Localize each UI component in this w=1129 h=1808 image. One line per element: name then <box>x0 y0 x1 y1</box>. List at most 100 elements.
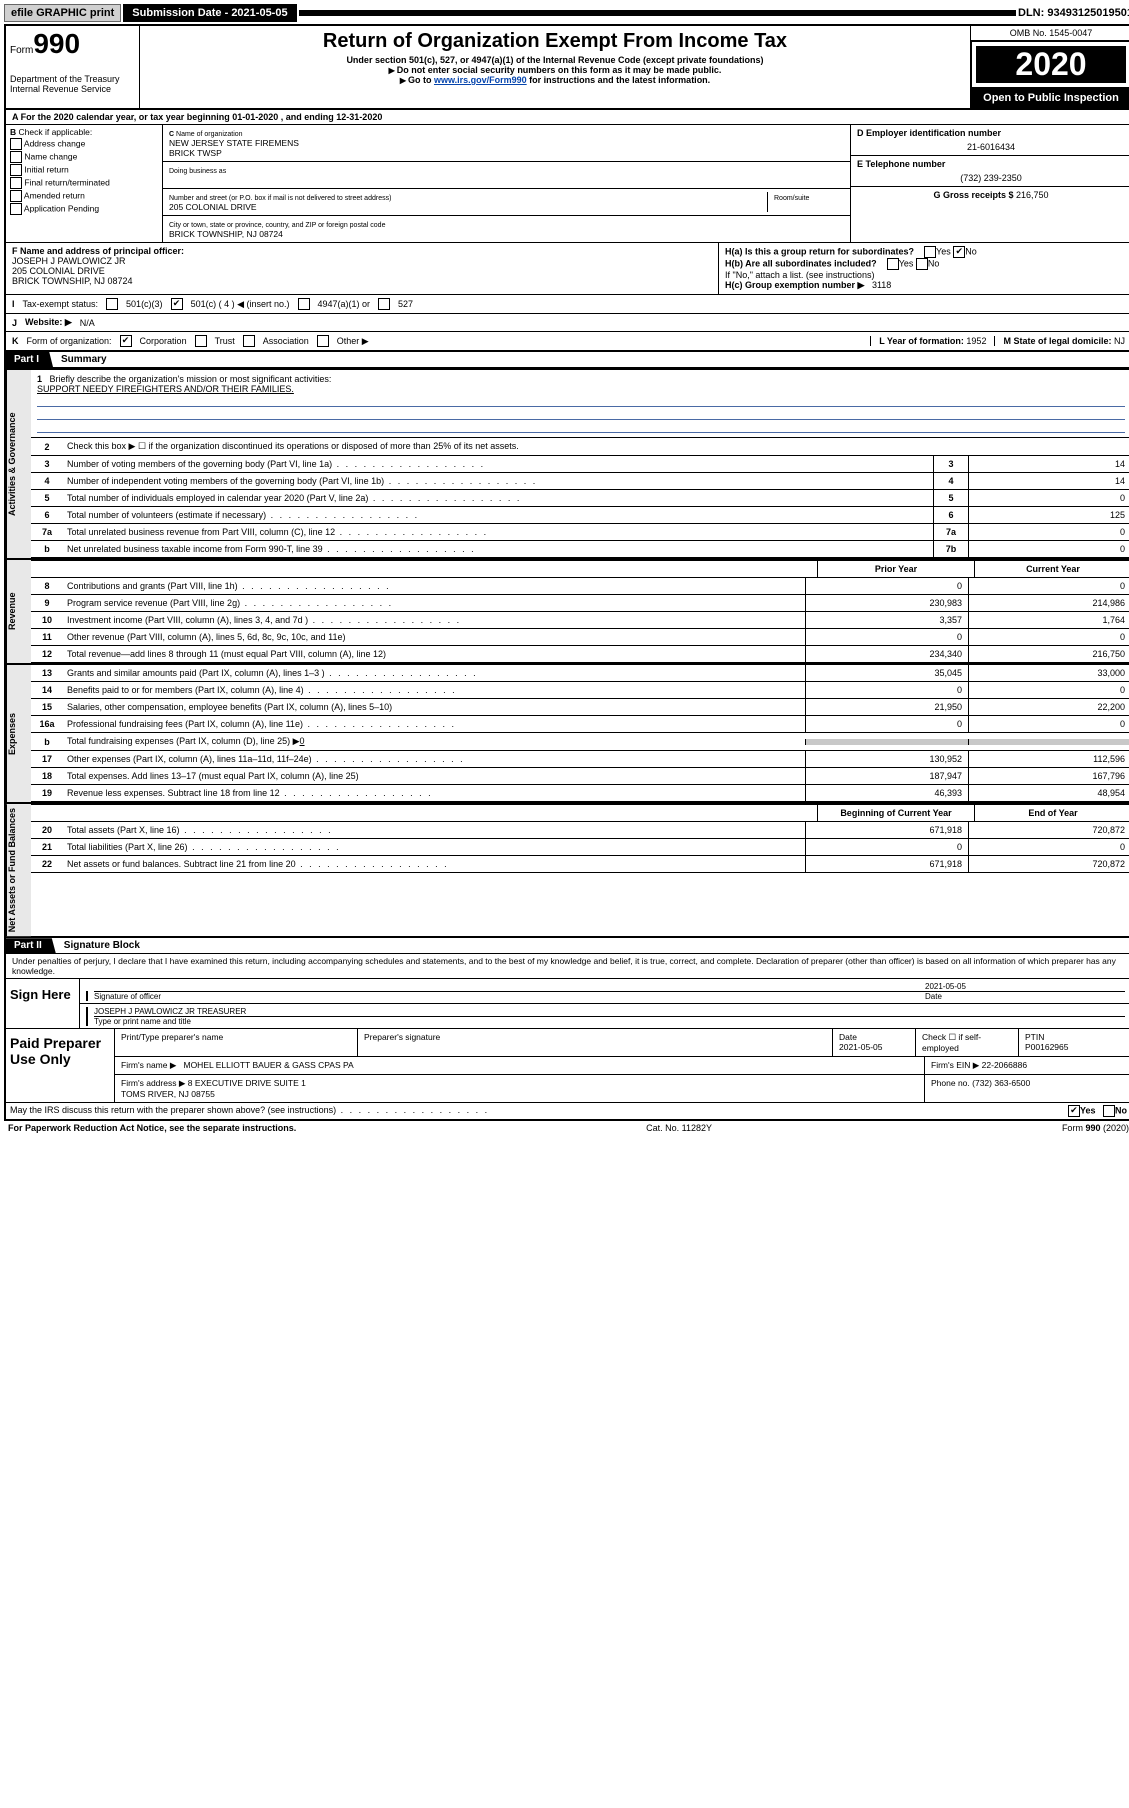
part-ii-tab: Part II <box>6 938 56 953</box>
hb-yes-check[interactable] <box>887 258 899 270</box>
ptin: P00162965 <box>1025 1042 1069 1052</box>
paid-preparer-row: Paid Preparer Use Only Print/Type prepar… <box>6 1029 1129 1102</box>
p19: 46,393 <box>805 785 968 801</box>
check-4947[interactable] <box>298 298 310 310</box>
form-title: Return of Organization Exempt From Incom… <box>146 30 964 53</box>
vtab-governance: Activities & Governance <box>6 370 31 558</box>
state-domicile: NJ <box>1114 336 1125 346</box>
open-public: Open to Public Inspection <box>971 88 1129 108</box>
netassets-section: Net Assets or Fund Balances Beginning of… <box>6 802 1129 936</box>
subtitle-1: Under section 501(c), 527, or 4947(a)(1)… <box>146 55 964 65</box>
val-7b: 0 <box>968 541 1129 557</box>
p17: 130,952 <box>805 751 968 767</box>
row-a-taxyear: A For the 2020 calendar year, or tax yea… <box>6 110 1129 125</box>
vtab-expenses: Expenses <box>6 665 31 802</box>
phone-value: (732) 239-2350 <box>857 169 1125 183</box>
street-address: 205 COLONIAL DRIVE <box>169 202 257 212</box>
check-other[interactable] <box>317 335 329 347</box>
dln-text: DLN: 93493125019501 <box>1018 7 1129 19</box>
check-corp[interactable]: ✔ <box>120 335 132 347</box>
check-501c3[interactable] <box>106 298 118 310</box>
ha-no-check[interactable]: ✔ <box>953 246 965 258</box>
prior-year-header: Prior Year <box>817 561 974 577</box>
firm-name: MOHEL ELLIOTT BAUER & GASS CPAS PA <box>183 1060 353 1070</box>
p20: 671,918 <box>805 822 968 838</box>
end-year-header: End of Year <box>974 805 1129 821</box>
penalty-statement: Under penalties of perjury, I declare th… <box>6 954 1129 979</box>
part-i-header: Part I Summary <box>6 352 1129 368</box>
discuss-no-check[interactable] <box>1103 1105 1115 1117</box>
arrow-icon <box>400 75 408 85</box>
p14: 0 <box>805 682 968 698</box>
officer-name: JOSEPH J PAWLOWICZ JR <box>12 256 126 266</box>
tax-year: 2020 <box>972 42 1129 87</box>
val-3: 14 <box>968 456 1129 472</box>
section-b-through-g: B Check if applicable: Address change Na… <box>6 125 1129 243</box>
submission-date-button[interactable]: Submission Date - 2021-05-05 <box>123 4 296 22</box>
dba-label: Doing business as <box>169 168 226 175</box>
row-k-formorg: K Form of organization: ✔Corporation Tru… <box>6 332 1129 352</box>
val-4: 14 <box>968 473 1129 489</box>
form-word: Form <box>10 45 33 56</box>
p21: 0 <box>805 839 968 855</box>
c22: 720,872 <box>968 856 1129 872</box>
val-7a: 0 <box>968 524 1129 540</box>
check-pending[interactable]: Application Pending <box>10 203 158 215</box>
officer-name-title: JOSEPH J PAWLOWICZ JR TREASURER <box>94 1007 246 1016</box>
p16a: 0 <box>805 716 968 732</box>
check-final[interactable]: Final return/terminated <box>10 177 158 189</box>
check-amended[interactable]: Amended return <box>10 190 158 202</box>
beg-year-header: Beginning of Current Year <box>817 805 974 821</box>
part-i-tab: Part I <box>6 352 53 367</box>
discuss-yes-check[interactable]: ✔ <box>1068 1105 1080 1117</box>
check-address[interactable]: Address change <box>10 138 158 150</box>
year-formation: 1952 <box>966 336 986 346</box>
form-number: 990 <box>33 28 80 59</box>
p18: 187,947 <box>805 768 968 784</box>
check-501c[interactable]: ✔ <box>171 298 183 310</box>
omb-number: OMB No. 1545-0047 <box>971 26 1129 41</box>
goto-post: for instructions and the latest informat… <box>527 75 711 85</box>
c9: 214,986 <box>968 595 1129 611</box>
goto-pre: Go to <box>408 75 434 85</box>
subtitle-2: Do not enter social security numbers on … <box>146 65 964 75</box>
sign-here-label: Sign Here <box>6 979 80 1028</box>
p9: 230,983 <box>805 595 968 611</box>
check-name[interactable]: Name change <box>10 151 158 163</box>
c15: 22,200 <box>968 699 1129 715</box>
cat-no: Cat. No. 11282Y <box>646 1123 712 1133</box>
col-f-officer: F Name and address of principal officer:… <box>6 243 719 294</box>
check-527[interactable] <box>378 298 390 310</box>
ha-yes-check[interactable] <box>924 246 936 258</box>
irs-link[interactable]: www.irs.gov/Form990 <box>434 75 527 85</box>
pra-notice: For Paperwork Reduction Act Notice, see … <box>8 1123 296 1133</box>
c11: 0 <box>968 629 1129 645</box>
group-exemption: 3118 <box>872 280 891 290</box>
fundraising-exp: 0 <box>300 736 305 746</box>
col-d-e-g: D Employer identification number21-60164… <box>851 125 1129 242</box>
efile-button[interactable]: efile GRAPHIC print <box>4 4 121 22</box>
header-left: Form990 Department of the Treasury Inter… <box>6 26 140 108</box>
dept-text: Department of the Treasury Internal Reve… <box>10 74 135 94</box>
check-trust[interactable] <box>195 335 207 347</box>
c21: 0 <box>968 839 1129 855</box>
p8: 0 <box>805 578 968 594</box>
check-assoc[interactable] <box>243 335 255 347</box>
c10: 1,764 <box>968 612 1129 628</box>
val-6: 125 <box>968 507 1129 523</box>
firm-phone: (732) 363-6500 <box>972 1078 1030 1088</box>
row-j-website: J Website: ▶ N/A <box>6 314 1129 332</box>
c20: 720,872 <box>968 822 1129 838</box>
header-mid: Return of Organization Exempt From Incom… <box>140 26 970 108</box>
gray-16b-2 <box>968 739 1129 745</box>
page-footer: For Paperwork Reduction Act Notice, see … <box>4 1121 1129 1135</box>
c13: 33,000 <box>968 665 1129 681</box>
hb-no-check[interactable] <box>916 258 928 270</box>
form-container: Form990 Department of the Treasury Inter… <box>4 24 1129 1121</box>
section-f-h: F Name and address of principal officer:… <box>6 243 1129 295</box>
sig-date-val: 2021-05-05 <box>925 982 966 991</box>
col-h-group: H(a) Is this a group return for subordin… <box>719 243 1129 294</box>
check-initial[interactable]: Initial return <box>10 164 158 176</box>
firm-ein: 22-2066886 <box>982 1060 1027 1070</box>
col-b-checkboxes: B Check if applicable: Address change Na… <box>6 125 163 242</box>
